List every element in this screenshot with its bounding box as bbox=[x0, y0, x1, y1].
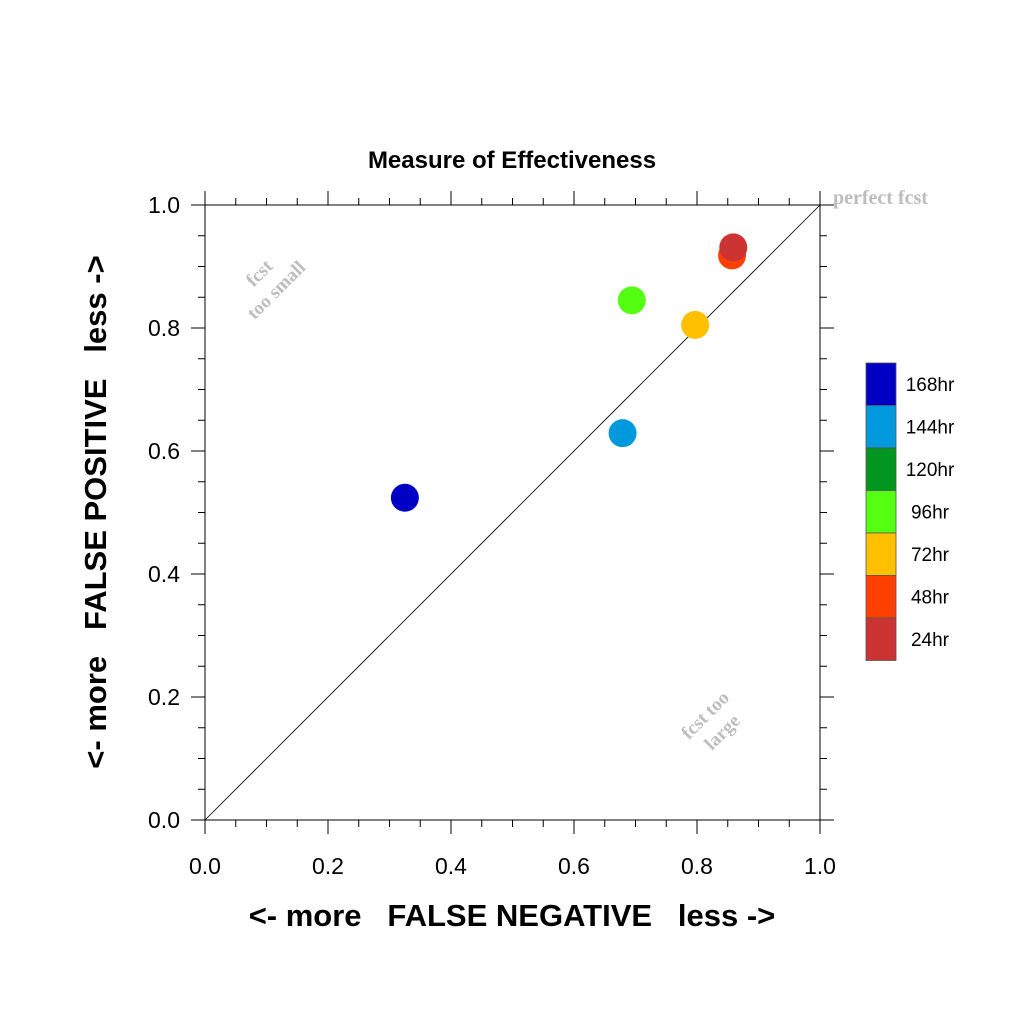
legend-label-120hr: 120hr bbox=[906, 460, 955, 481]
axis-tick-labels: 0.0 0.2 0.4 0.6 0.8 1.0 0.0 0.2 0.4 0.6 0.8 1.0 bbox=[148, 192, 836, 879]
legend-label-144hr: 144hr bbox=[906, 418, 955, 439]
legend-label-96hr: 96hr bbox=[911, 503, 950, 524]
point-72hr bbox=[681, 310, 710, 339]
y-tick-label: 0.0 bbox=[148, 807, 180, 833]
x-axis-label: <- more FALSE NEGATIVE less -> bbox=[249, 898, 776, 933]
legend-swatch-120hr bbox=[865, 447, 897, 491]
perfect-forecast-annotation: perfect fcst bbox=[833, 187, 928, 209]
chart-title: Measure of Effectiveness bbox=[368, 147, 656, 174]
x-tick-label: 0.4 bbox=[435, 853, 467, 879]
legend-swatch-72hr bbox=[865, 532, 897, 576]
y-tick-label: 1.0 bbox=[148, 192, 180, 218]
legend-swatch-96hr bbox=[865, 490, 897, 534]
x-tick-label: 0.6 bbox=[558, 853, 590, 879]
legend-label-48hr: 48hr bbox=[911, 588, 950, 609]
x-tick-label: 0.0 bbox=[189, 853, 221, 879]
x-tick-label: 1.0 bbox=[804, 853, 836, 879]
legend-swatch-144hr bbox=[865, 405, 897, 449]
perfect-forecast-diagonal bbox=[204, 204, 821, 821]
legend-label-24hr: 24hr bbox=[911, 630, 950, 651]
too-small-annotation: fcst too small bbox=[242, 256, 310, 324]
legend-swatch-24hr bbox=[865, 617, 897, 661]
legend: 168hr 144hr 120hr 96hr 72hr 48hr 24hr bbox=[865, 362, 955, 661]
x-tick-label: 0.2 bbox=[312, 853, 344, 879]
point-96hr bbox=[617, 286, 646, 315]
axis-ticks bbox=[191, 191, 834, 834]
legend-swatch-48hr bbox=[865, 575, 897, 619]
too-large-annotation: fcst too large bbox=[677, 687, 744, 754]
y-tick-label: 0.4 bbox=[148, 561, 180, 587]
x-tick-label: 0.8 bbox=[681, 853, 713, 879]
y-tick-label: 0.6 bbox=[148, 438, 180, 464]
point-24hr bbox=[719, 233, 748, 262]
legend-swatch-168hr bbox=[865, 362, 897, 406]
data-points bbox=[390, 233, 748, 512]
point-144hr bbox=[608, 419, 637, 448]
legend-label-72hr: 72hr bbox=[911, 545, 950, 566]
legend-label-168hr: 168hr bbox=[906, 375, 955, 396]
y-axis-label: <- more FALSE POSITIVE less -> bbox=[78, 255, 113, 768]
point-168hr bbox=[390, 483, 419, 512]
y-tick-label: 0.8 bbox=[148, 315, 180, 341]
y-tick-label: 0.2 bbox=[148, 684, 180, 710]
